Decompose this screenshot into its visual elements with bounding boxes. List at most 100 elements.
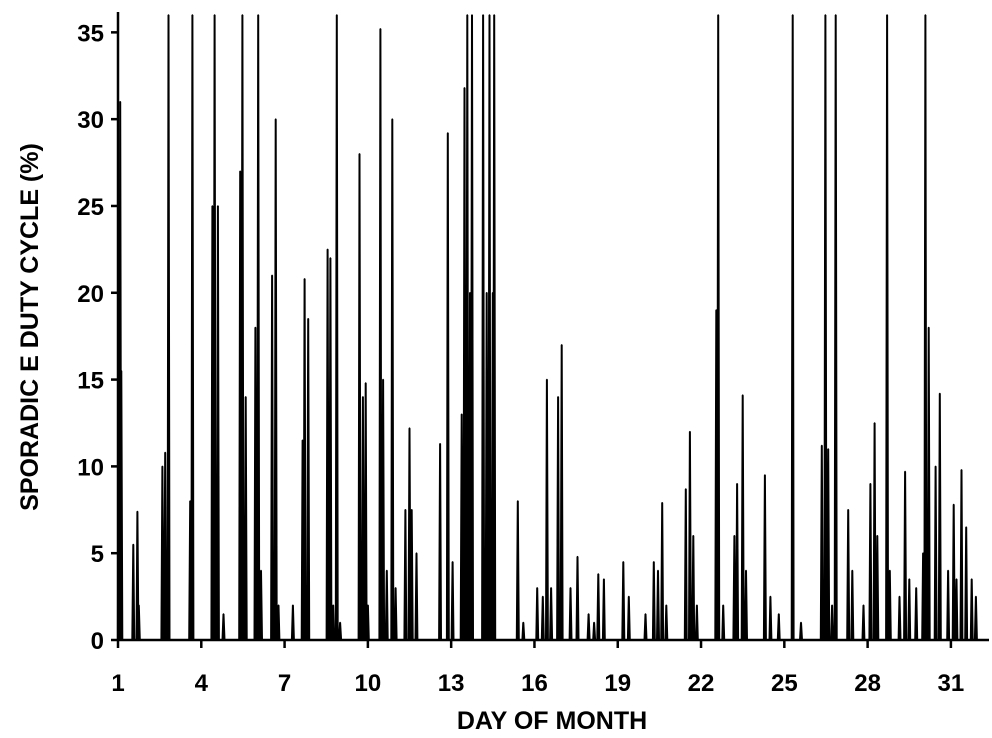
data-point (239, 170, 241, 173)
data-point (439, 443, 441, 445)
data-point (821, 444, 823, 447)
x-tick-label: 13 (438, 670, 465, 697)
data-point (367, 604, 369, 607)
data-point (488, 14, 491, 16)
y-tick-label: 5 (91, 541, 104, 568)
data-point (824, 14, 827, 16)
data-point (167, 14, 170, 16)
data-point (886, 14, 888, 16)
data-point (847, 509, 849, 511)
data-point (960, 469, 963, 471)
data-point (692, 535, 695, 537)
data-point (386, 569, 388, 572)
data-point (191, 14, 194, 16)
data-point (120, 370, 123, 372)
x-tick-label: 22 (688, 670, 715, 697)
data-point (791, 14, 794, 16)
data-point (404, 509, 407, 511)
data-point (222, 613, 225, 615)
x-tick-label: 7 (278, 670, 291, 697)
data-point (955, 578, 958, 580)
data-point (769, 595, 772, 598)
data-point (745, 569, 747, 572)
data-point (851, 569, 854, 572)
y-tick-label: 25 (77, 194, 104, 221)
data-point (517, 500, 519, 502)
y-axis-title: SPORADIC E DUTY CYCLE (%) (16, 143, 44, 511)
data-point (715, 309, 718, 311)
data-series (116, 14, 987, 641)
data-point (329, 257, 332, 259)
data-point (889, 569, 891, 572)
data-point (827, 448, 829, 450)
data-point (569, 587, 572, 589)
data-point (800, 621, 802, 624)
data-point (132, 543, 135, 546)
y-tick-label: 15 (77, 368, 104, 395)
data-point (733, 535, 736, 537)
data-point (292, 604, 294, 607)
data-point (217, 205, 219, 207)
data-point (764, 474, 766, 476)
data-point (211, 205, 214, 207)
data-point (915, 587, 917, 589)
data-point (665, 604, 668, 607)
y-tick-label: 0 (91, 628, 104, 655)
data-point (410, 509, 413, 511)
data-point (924, 14, 927, 16)
data-point (493, 14, 496, 16)
data-point (164, 451, 166, 454)
data-point (934, 465, 937, 468)
y-tick-label: 20 (77, 281, 104, 308)
data-point (869, 483, 872, 485)
data-point (717, 14, 719, 16)
data-point (741, 394, 744, 397)
data-point (119, 101, 121, 103)
data-point (336, 14, 338, 16)
data-point (952, 503, 955, 506)
data-point (244, 396, 247, 398)
data-point (597, 573, 600, 575)
data-point (722, 604, 724, 607)
data-point (492, 292, 494, 294)
data-point (778, 613, 780, 615)
data-point (463, 87, 466, 89)
data-point (408, 427, 411, 430)
data-point (557, 396, 559, 398)
data-point (471, 14, 473, 16)
y-tick-label: 30 (77, 107, 104, 134)
data-point (904, 470, 906, 473)
data-point (362, 396, 364, 398)
data-point (736, 483, 738, 485)
data-point (391, 118, 394, 120)
data-point (653, 561, 655, 563)
data-point (550, 587, 552, 589)
data-point (685, 488, 687, 490)
data-point (661, 502, 663, 504)
data-point (975, 595, 977, 598)
x-tick-label: 31 (938, 670, 965, 697)
data-point (560, 344, 563, 346)
data-point (908, 578, 911, 580)
data-point (326, 248, 329, 251)
data-point (460, 413, 463, 416)
data-point (587, 613, 590, 615)
x-tick-label: 4 (195, 670, 209, 697)
series-line (116, 14, 987, 641)
data-point (644, 613, 647, 615)
x-tick-label: 16 (521, 670, 548, 697)
data-point (339, 621, 341, 624)
data-point (451, 561, 454, 563)
data-point (485, 292, 488, 294)
data-point (628, 595, 630, 598)
y-tick-label: 35 (77, 20, 104, 47)
data-point (257, 14, 260, 16)
data-point (254, 326, 257, 329)
data-point (415, 552, 418, 554)
x-axis-title: DAY OF MONTH (457, 707, 647, 735)
data-point (696, 604, 698, 607)
x-tick-label: 28 (854, 670, 881, 697)
data-point (657, 569, 659, 572)
data-point (241, 14, 244, 16)
